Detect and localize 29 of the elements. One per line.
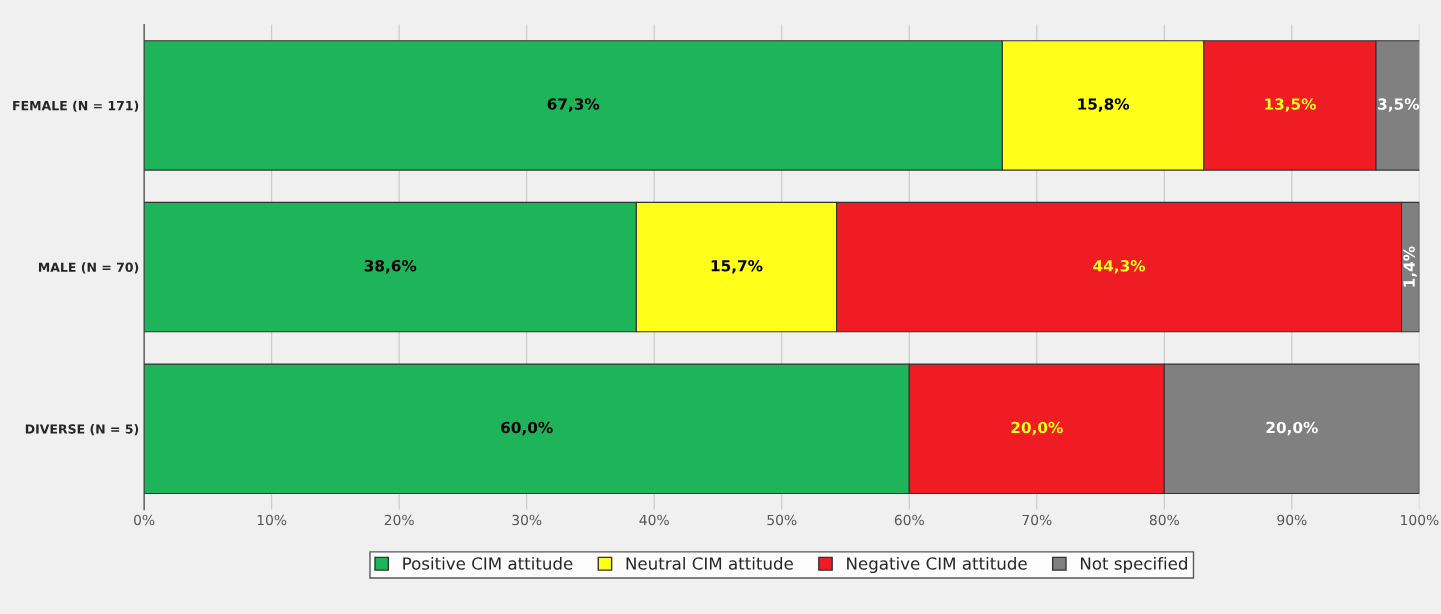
- data-label: 20,0%: [1266, 421, 1318, 436]
- data-label: 15,7%: [711, 259, 763, 274]
- data-label: 15,8%: [1078, 98, 1130, 112]
- data-label: 3,5%: [1378, 98, 1420, 112]
- x-tick-label: 90%: [1277, 514, 1307, 526]
- data-label: 13,5%: [1265, 98, 1316, 112]
- data-label: 20,0%: [1011, 421, 1063, 436]
- x-tick-label: 100%: [1401, 514, 1439, 526]
- x-tick-label: 60%: [894, 514, 924, 526]
- data-label: 38,6%: [364, 259, 417, 274]
- x-tick-label: 70%: [1022, 514, 1052, 526]
- data-label: 60,0%: [501, 421, 553, 436]
- data-label: 1,4%: [1403, 246, 1417, 287]
- legend-label: Negative CIM attitude: [847, 556, 1027, 574]
- x-tick-label: 10%: [257, 514, 287, 526]
- data-label: 44,3%: [1093, 259, 1146, 274]
- legend-label: Neutral CIM attitude: [626, 556, 793, 570]
- legend-label: Not specified: [1080, 556, 1187, 574]
- data-label: 67,3%: [547, 98, 600, 112]
- x-tick-label: 40%: [639, 514, 669, 526]
- x-tick-label: 50%: [767, 514, 797, 526]
- x-tick-label: 80%: [1149, 514, 1179, 526]
- x-tick-label: 30%: [512, 514, 542, 526]
- y-tick-label: MALE (N = 70): [38, 262, 139, 274]
- x-tick-label: 20%: [384, 514, 414, 526]
- y-tick-label: FEMALE (N = 171): [13, 100, 139, 112]
- x-tick-label: 0%: [134, 514, 155, 526]
- legend-label: Positive CIM attitude: [403, 556, 573, 570]
- y-tick-label: DIVERSE (N = 5): [25, 424, 139, 436]
